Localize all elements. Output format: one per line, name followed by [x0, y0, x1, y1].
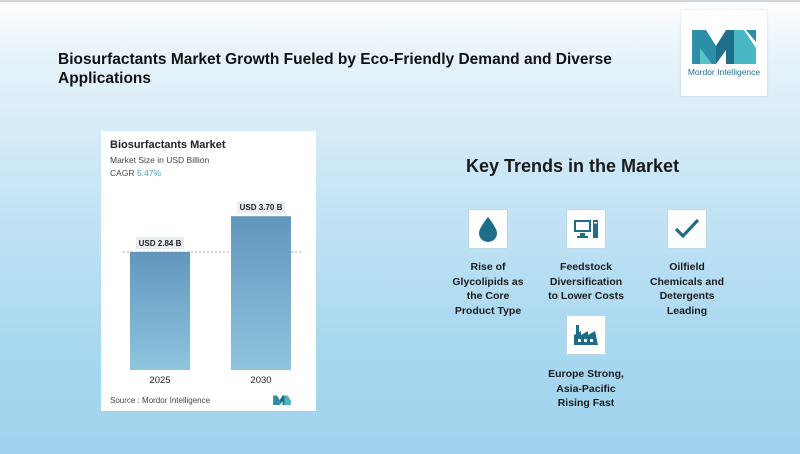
trend-2-line: Diversification: [549, 275, 623, 288]
source-label: Source :: [110, 396, 140, 405]
trend-2-line: to Lower Costs: [548, 290, 624, 302]
x-tick-label: 2025: [149, 375, 170, 386]
trend-icon-box-2: [566, 209, 606, 249]
cagr-value: 5.47%: [136, 168, 162, 178]
market-chart-card: Biosurfactants Market Market Size in USD…: [101, 131, 316, 411]
trend-icon-box-1: [468, 209, 508, 249]
trend-3-line: Leading: [666, 304, 708, 317]
cagr-label: CAGR: [110, 168, 135, 178]
brand-logo[interactable]: Mordor Intelligence: [681, 10, 767, 96]
source-value: Mordor Intelligence: [142, 396, 211, 405]
trend-3-line: Chemicals and: [649, 275, 725, 288]
bar-2030: [231, 216, 291, 370]
small-logo-icon: [273, 395, 291, 405]
trend-icon-box-4: [566, 315, 606, 355]
trend-1-line: Rise of: [470, 261, 506, 273]
bar-chart: USD 2.84 B 2025 USD 3.70 B 2030: [123, 201, 301, 386]
computer-icon: [574, 220, 598, 238]
logo-text: Mordor Intelligence: [687, 67, 761, 77]
top-divider: [0, 0, 800, 2]
chart-subtitle: Market Size in USD Billion: [110, 155, 210, 165]
trend-3-line: Oilfield: [669, 261, 705, 273]
chart-title: Biosurfactants Market: [110, 139, 226, 151]
cagr-line: CAGR 5.47%: [110, 168, 161, 178]
data-label: USD 3.70 B: [240, 203, 283, 212]
key-trends-title: Key Trends in the Market: [466, 156, 680, 176]
x-tick-label: 2030: [250, 375, 271, 386]
checkmark-icon: [674, 218, 700, 239]
trend-1-line: Product Type: [454, 304, 522, 317]
trend-label-2: Feedstock Diversification to Lower Costs: [526, 260, 646, 304]
trend-icon-box-3: [667, 209, 707, 249]
data-label-bg: [136, 236, 184, 249]
trend-4-line: Asia-Pacific: [556, 382, 616, 395]
factory-icon: [574, 325, 598, 345]
trend-1-line: the Core: [466, 290, 510, 302]
data-label-bg: [237, 201, 285, 214]
trend-4-line: Rising Fast: [557, 397, 615, 409]
trend-label-3: Oilfield Chemicals and Detergents Leadin…: [627, 260, 747, 318]
mordor-logo-icon: [692, 30, 756, 64]
data-label: USD 2.84 B: [139, 239, 182, 248]
trend-2-line: Feedstock: [560, 261, 612, 273]
trend-1-line: Glycolipids as: [452, 275, 524, 288]
trend-label-4: Europe Strong, Asia-Pacific Rising Fast: [526, 367, 646, 411]
droplet-icon: [479, 217, 497, 242]
trend-label-1: Rise of Glycolipids as the Core Product …: [428, 260, 548, 318]
trend-3-line: Detergents: [659, 290, 715, 302]
chart-source: Source : Mordor Intelligence: [110, 396, 210, 405]
bar-2025: [130, 251, 190, 370]
trend-4-line: Europe Strong,: [548, 368, 624, 380]
page-headline: Biosurfactants Market Growth Fueled by E…: [58, 51, 612, 87]
